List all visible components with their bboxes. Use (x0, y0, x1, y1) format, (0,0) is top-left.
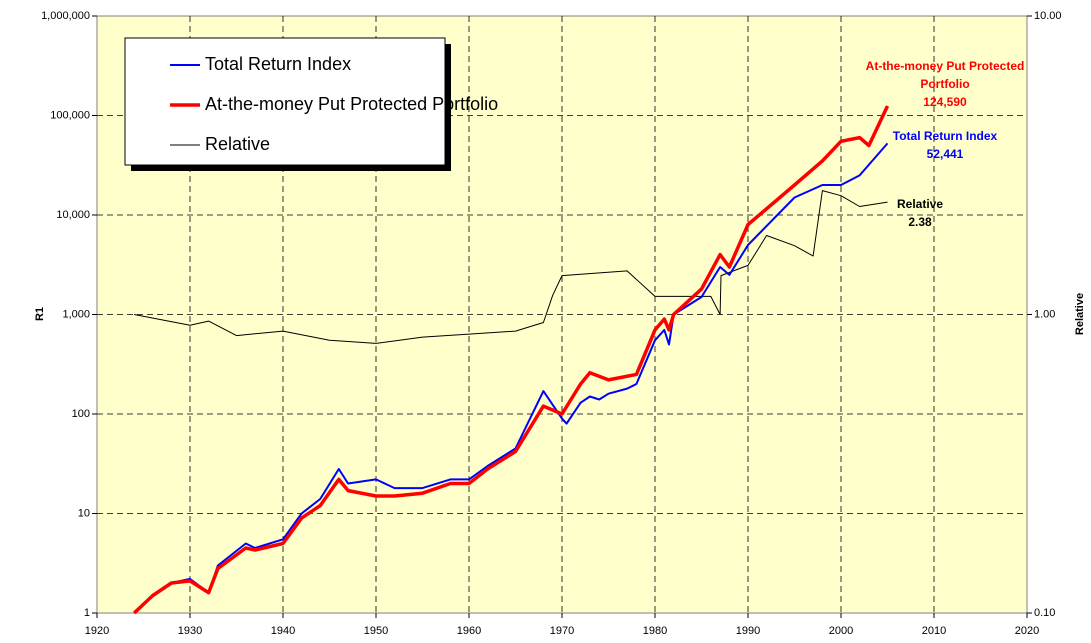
y-tick-label: 100 (72, 408, 90, 420)
series-line (133, 105, 890, 615)
x-tick-label: 1960 (457, 625, 481, 637)
annotation: 52,441 (927, 147, 964, 161)
x-tick-label: 1930 (178, 625, 202, 637)
annotation: At-the-money Put Protected (866, 59, 1025, 73)
x-tick-label: 1940 (271, 625, 295, 637)
x-tick-label: 2010 (922, 625, 946, 637)
x-tick-label: 1920 (85, 625, 109, 637)
y-tick-label: 1,000,000 (41, 10, 90, 22)
y-tick-label: 100,000 (50, 109, 90, 121)
y-tick-label: 1 (84, 607, 90, 619)
legend-label: Relative (205, 134, 270, 154)
x-tick-label: 2000 (829, 625, 853, 637)
legend-label: Total Return Index (205, 54, 351, 74)
y2-axis-label: Relative (1074, 293, 1086, 335)
x-tick-label: 1990 (736, 625, 760, 637)
series-line (134, 190, 888, 344)
annotation: 2.38 (908, 215, 932, 229)
x-tick-label: 1970 (550, 625, 574, 637)
legend-label: At-the-money Put Protected Portfolio (205, 94, 498, 114)
series-line (133, 142, 889, 614)
y-tick-label: 10,000 (56, 209, 90, 221)
y-tick-label: 10 (78, 507, 90, 519)
y-axis-label: R1 (34, 307, 46, 321)
y2-tick-label: 10.00 (1034, 10, 1062, 22)
x-tick-label: 1980 (643, 625, 667, 637)
y2-tick-label: 1.00 (1034, 308, 1055, 320)
legend-box (124, 37, 446, 166)
annotation: 124,590 (923, 95, 967, 109)
annotation: Relative (897, 197, 943, 211)
annotation: Total Return Index (893, 129, 998, 143)
y2-tick-label: 0.10 (1034, 607, 1055, 619)
annotation: Portfolio (920, 77, 969, 91)
x-tick-label: 1950 (364, 625, 388, 637)
y-tick-label: 1,000 (62, 308, 90, 320)
x-tick-label: 2020 (1015, 625, 1039, 637)
